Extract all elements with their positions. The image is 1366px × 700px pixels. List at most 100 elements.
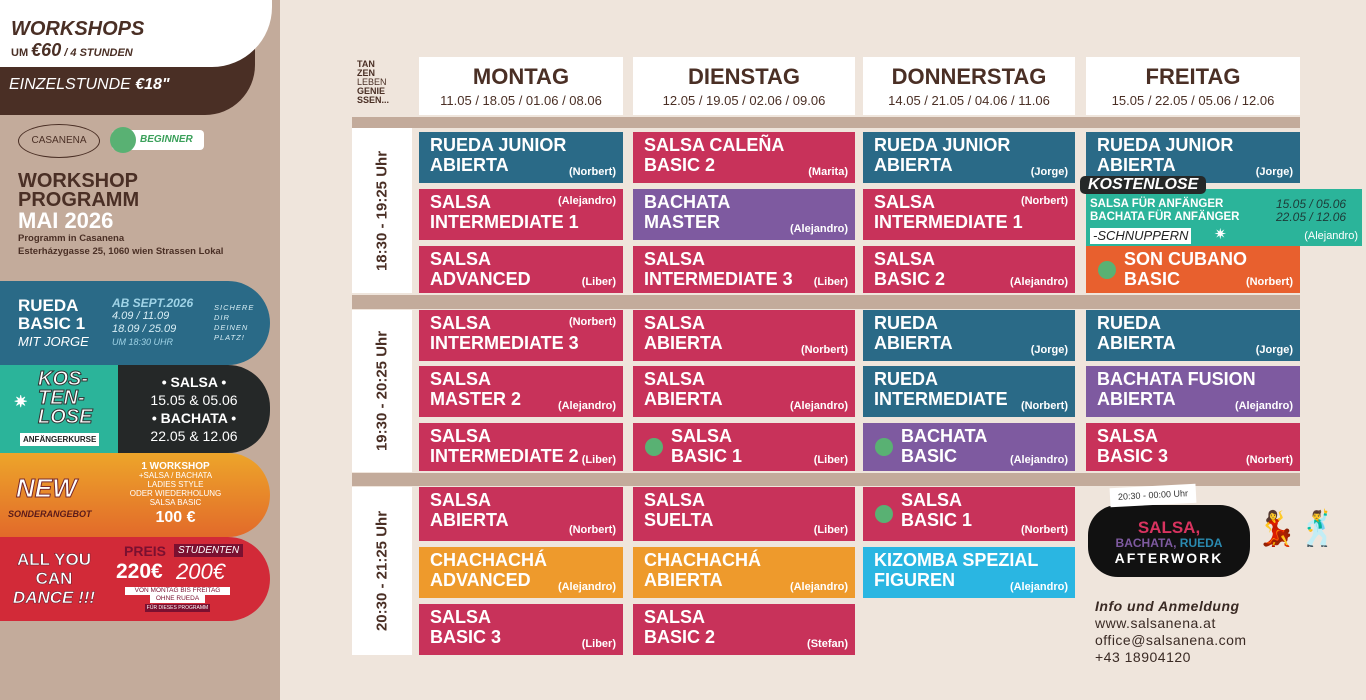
class-name-line-1: SALSA	[644, 369, 706, 389]
slogan-5: SSEN...	[357, 95, 390, 105]
time-label: 19:30 - 20:25 Uhr	[373, 330, 391, 452]
contact-title: Info und Anmeldung	[1095, 598, 1240, 614]
salsa-label: • SALSA •	[161, 374, 227, 390]
day-name: FREITAG	[1145, 64, 1241, 89]
day-header-freitag: FREITAG 15.05 / 22.05 / 05.06 / 12.06	[1086, 57, 1300, 115]
class-name-line-1: RUEDA	[874, 369, 939, 389]
class-name-line-1: SALSA	[430, 490, 492, 510]
rueda-dates-1: 4.09 / 11.09	[112, 310, 170, 322]
program-month: MAI 2026	[18, 208, 114, 233]
class-name-line-1: SALSA	[874, 192, 936, 212]
beginner-dot-icon	[875, 438, 893, 456]
beginner-label: BEGINNER	[140, 134, 193, 145]
teacher: (Alejandro)	[1009, 581, 1068, 593]
rueda-l1: RUEDA	[18, 296, 79, 315]
class-name-line-1: SALSA	[1097, 426, 1159, 446]
offer-1: 1 WORKSHOP	[141, 461, 210, 472]
class-slot: BACHATA FUSION ABIERTA (Alejandro)	[1086, 366, 1300, 417]
free-badge: KOSTENLOSE	[1080, 176, 1207, 194]
free-trial-bachata: BACHATA FÜR ANFÄNGER	[1090, 211, 1240, 223]
website-link[interactable]: www.salsanena.at	[1095, 615, 1216, 631]
kost-2: TEN-	[37, 387, 85, 409]
class-name-line-1: SALSA CALEÑA	[644, 135, 785, 155]
class-name-line-1: BACHATA	[901, 426, 988, 446]
day-header-dienstag: DIENSTAG 12.05 / 19.05 / 02.06 / 09.06	[633, 57, 855, 115]
teacher: (Jorge)	[1255, 344, 1293, 356]
class-name-line-2: BASIC 1	[671, 446, 743, 466]
afterwork-salsa: SALSA,	[1137, 518, 1201, 537]
class-name-line-1: SALSA	[430, 369, 492, 389]
class-name-line-2: BASIC	[1124, 269, 1181, 289]
slogan-1: TAN	[357, 59, 375, 69]
cta-2: DIR	[214, 313, 230, 322]
beginner-dot-icon	[1098, 260, 1116, 279]
free-courses-dates: • SALSA • 15.05 & 05.06 • BACHATA • 22.05 &…	[118, 365, 270, 453]
class-name-line-2: ABIERTA	[430, 510, 509, 530]
teacher: (Alejandro)	[789, 223, 848, 235]
class-name-line-2: ADVANCED	[430, 570, 531, 590]
day-dates: 12.05 / 19.05 / 02.06 / 09.06	[662, 93, 826, 108]
teacher: (Norbert)	[568, 316, 616, 328]
slogan-2: ZEN	[357, 68, 375, 78]
class-name-line-2: FIGUREN	[874, 570, 955, 590]
class-name-line-1: SALSA	[874, 249, 936, 269]
class-name-line-2: INTERMEDIATE 3	[430, 333, 579, 353]
class-name-line-2: BASIC 3	[1097, 446, 1169, 466]
class-name-line-2: MASTER 2	[430, 389, 522, 409]
rueda-l2: BASIC 1	[18, 314, 86, 333]
class-slot: BACHATA BASIC (Alejandro)	[863, 423, 1075, 471]
teacher: (Alejandro)	[557, 400, 616, 412]
class-name-line-1: SALSA	[671, 426, 733, 446]
note-2: OHNE RUEDA	[150, 595, 205, 603]
class-slot: BACHATA MASTER (Alejandro)	[633, 189, 855, 240]
cta-1: SICHERE	[214, 303, 255, 312]
teacher: (Alejandro)	[1009, 276, 1068, 288]
day-dates: 14.05 / 21.05 / 04.06 / 11.06	[888, 93, 1050, 108]
class-name-line-1: SALSA	[430, 607, 492, 627]
class-name-line-1: RUEDA	[1097, 313, 1162, 333]
time-slot-2: 19:30 - 20:25 Uhr	[352, 310, 412, 472]
divider	[352, 295, 1300, 309]
teacher: (Norbert)	[568, 166, 616, 178]
program-address: Esterházygasse 25, 1060 wien Strassen Lo…	[18, 246, 224, 257]
divider	[352, 117, 1300, 128]
email-link[interactable]: office@salsanena.com	[1095, 632, 1247, 648]
class-slot: SALSA MASTER 2 (Alejandro)	[419, 366, 623, 417]
class-slot: RUEDA JUNIOR ABIERTA (Norbert)	[419, 132, 623, 183]
contact-info: Info und Anmeldung www.salsanena.at offi…	[1095, 598, 1247, 666]
teacher: (Liber)	[813, 454, 848, 466]
class-slot: SALSA INTERMEDIATE 3 (Norbert)	[419, 310, 623, 361]
single-lesson-price: €18"	[135, 76, 170, 93]
teacher: (Stefan)	[807, 638, 848, 650]
price: 220€	[116, 560, 163, 583]
class-name-line-2: ABIERTA	[1097, 155, 1176, 175]
casanena-logo: CASANENA	[18, 124, 100, 158]
rueda-start: AB SEPT.2026	[112, 296, 194, 310]
teacher: (Liber)	[581, 276, 616, 288]
beginner-dot-icon	[875, 505, 893, 523]
program-location: Programm in Casanena	[18, 233, 125, 244]
free-trial-salsa: SALSA FÜR ANFÄNGER	[1090, 198, 1224, 210]
time-slot-1: 18:30 - 19:25 Uhr	[352, 128, 412, 293]
cta-3: DEINEN	[214, 323, 249, 332]
teacher: (Jorge)	[1030, 344, 1068, 356]
beginner-dot-icon	[645, 438, 663, 456]
afterwork-time: 20:30 - 00:00 Uhr	[1109, 483, 1197, 508]
class-name-line-2: ADVANCED	[430, 269, 531, 289]
class-name-line-2: SUELTA	[644, 510, 714, 530]
slogan: TAN ZEN LEBEN GENIE SSEN...	[357, 60, 389, 105]
class-name-line-2: BASIC 2	[644, 155, 716, 175]
class-name-line-1: BACHATA FUSION	[1097, 369, 1256, 389]
class-slot: RUEDA JUNIOR ABIERTA (Jorge)	[1086, 132, 1300, 183]
class-slot: SALSA ADVANCED (Liber)	[419, 246, 623, 293]
rueda-dates-2: 18.09 / 25.09	[112, 323, 177, 335]
class-slot: SALSA CALEÑA BASIC 2 (Marita)	[633, 132, 855, 183]
ayc-3: DANCE !!!	[12, 588, 96, 608]
bachata-label: • BACHATA •	[151, 410, 237, 426]
class-name-line-1: SALSA	[644, 313, 706, 333]
class-name-line-2: BASIC 2	[644, 627, 716, 647]
teacher: (Norbert)	[1020, 195, 1068, 207]
afterwork-bachata: BACHATA,	[1115, 536, 1177, 550]
class-slot: SALSA BASIC 2 (Stefan)	[633, 604, 855, 655]
class-name-line-1: RUEDA JUNIOR	[430, 135, 567, 155]
